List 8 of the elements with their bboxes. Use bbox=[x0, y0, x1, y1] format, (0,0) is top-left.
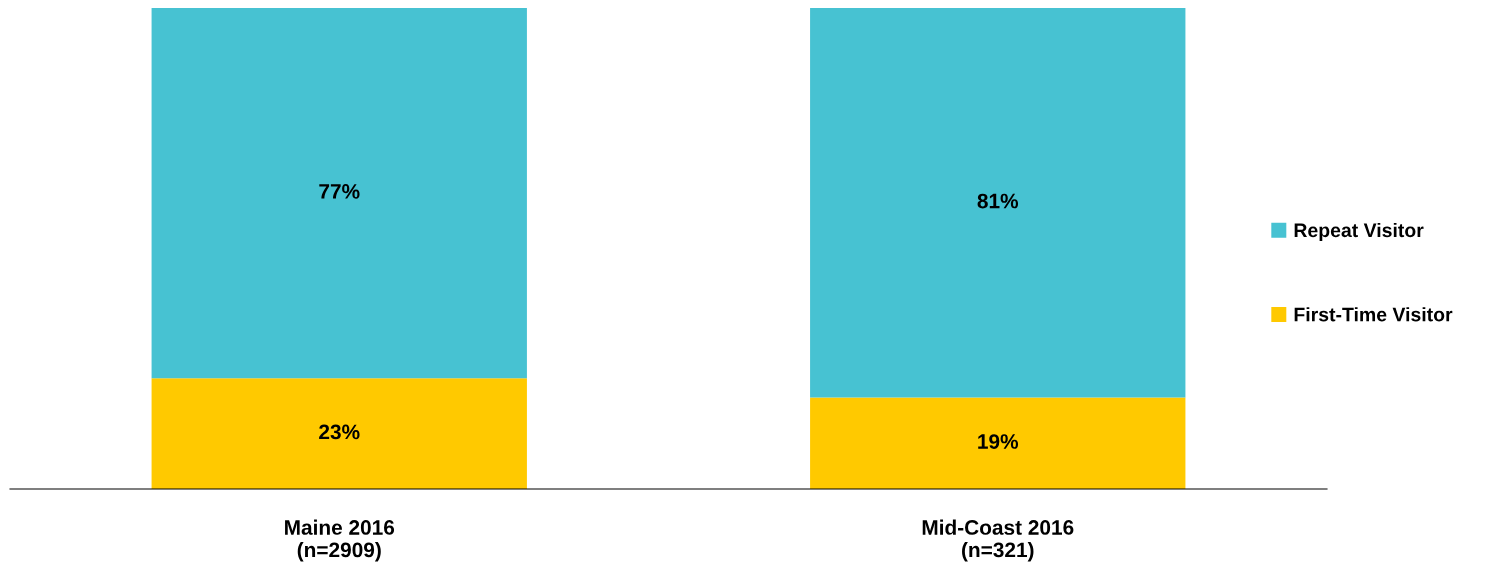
legend-label: Repeat Visitor bbox=[1294, 222, 1424, 242]
x-tick-label: Mid-Coast 2016 (n=321) bbox=[922, 519, 1074, 562]
data-label: 19% bbox=[978, 434, 1019, 449]
data-label: 77% bbox=[319, 184, 360, 199]
data-label: 81% bbox=[977, 193, 1019, 209]
data-label: 23% bbox=[319, 424, 360, 440]
legend-label: First-Time Visitor bbox=[1294, 307, 1453, 322]
x-tick-label: Maine 2016 (n=2909) bbox=[285, 519, 395, 562]
